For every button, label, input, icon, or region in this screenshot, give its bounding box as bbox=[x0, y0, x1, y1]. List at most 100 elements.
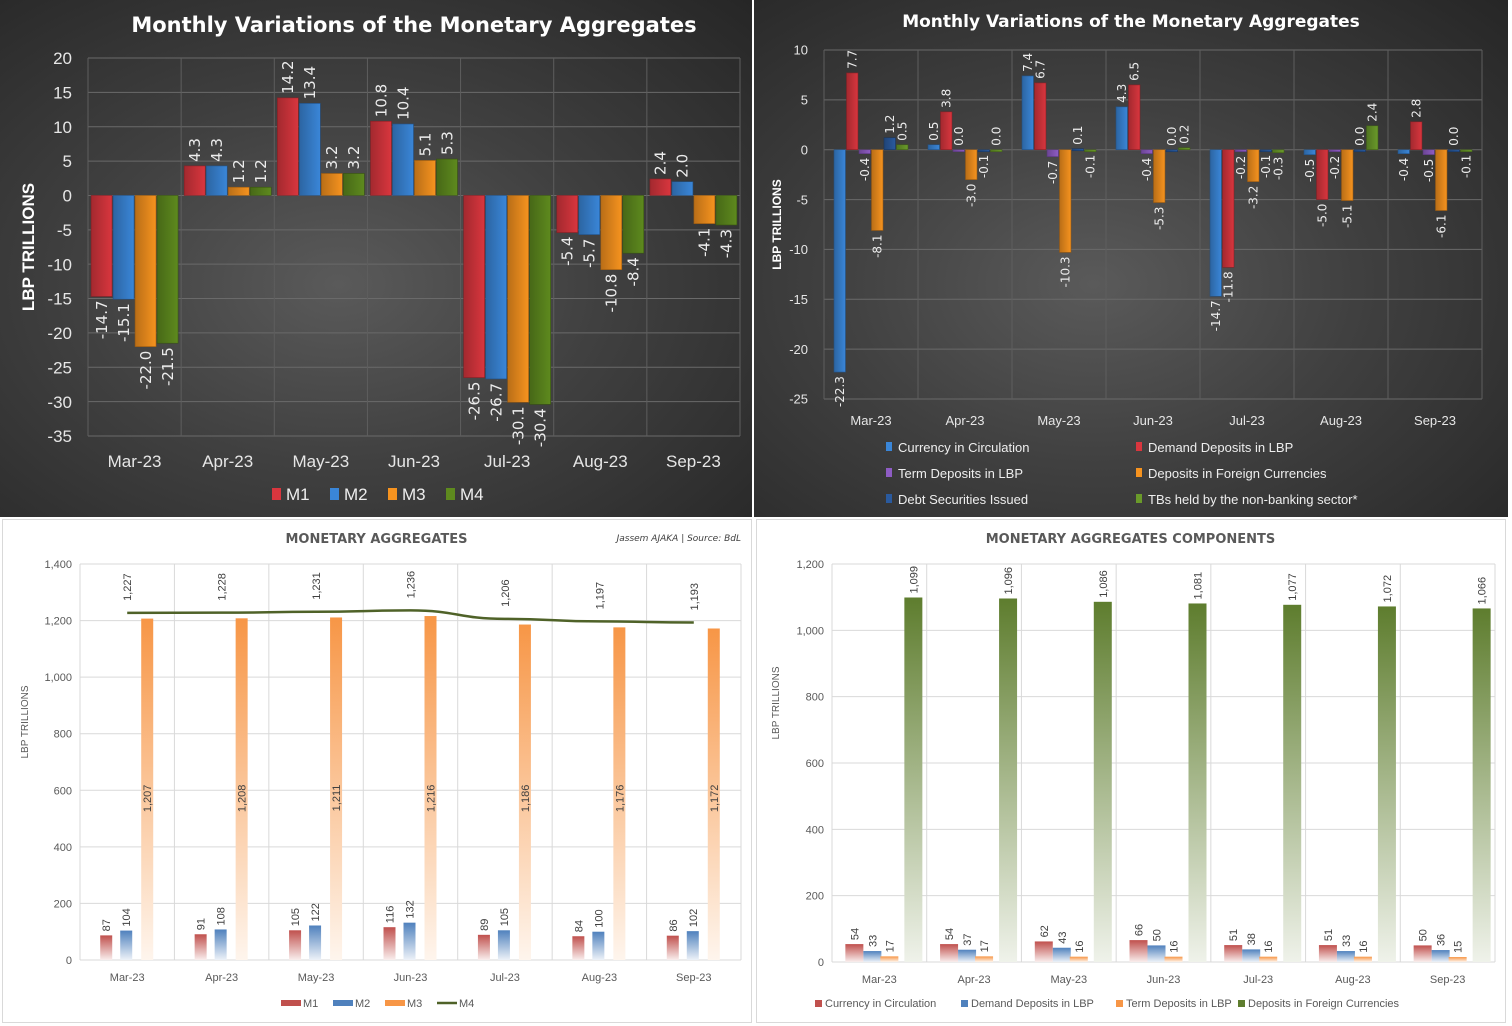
bar-m3 bbox=[600, 195, 623, 270]
data-label: 4.3 bbox=[1115, 84, 1129, 103]
x-tick-label: Apr-23 bbox=[945, 413, 984, 428]
bar-tbs-held-by-the-non-banking-sector bbox=[1178, 147, 1191, 151]
data-label: 17 bbox=[979, 940, 991, 952]
data-label: 50 bbox=[1152, 929, 1164, 941]
bar-m1 bbox=[649, 178, 672, 196]
bar-currency-in-circulation bbox=[1034, 941, 1053, 962]
bar-term-deposits-in-lbp bbox=[1069, 956, 1088, 962]
data-label: 1,096 bbox=[1003, 567, 1015, 595]
data-label: 1,186 bbox=[520, 785, 532, 813]
bar-m1 bbox=[556, 195, 579, 233]
data-label: -10.8 bbox=[603, 274, 621, 313]
y-tick-label: 600 bbox=[806, 758, 824, 770]
legend-swatch-m2 bbox=[330, 488, 339, 500]
data-label: 16 bbox=[1263, 940, 1275, 952]
bar-currency-in-circulation bbox=[1318, 945, 1337, 962]
data-label: 1,197 bbox=[594, 582, 606, 610]
bar-deposits-in-foreign-currencies bbox=[1188, 603, 1207, 962]
legend-label-m3: M3 bbox=[407, 998, 422, 1010]
legend-label-tbs-held-by-the-non-banking-sector: TBs held by the non-banking sector* bbox=[1148, 492, 1358, 507]
data-label: 1,208 bbox=[237, 785, 249, 813]
x-tick-label: May-23 bbox=[293, 452, 350, 471]
bar-currency-in-circulation bbox=[845, 944, 864, 962]
data-label: -0.2 bbox=[1328, 156, 1342, 179]
y-tick-label: -25 bbox=[47, 358, 72, 377]
legend-label-m3: M3 bbox=[402, 485, 426, 504]
data-label: 105 bbox=[290, 908, 302, 926]
data-label: -11.8 bbox=[1221, 271, 1235, 302]
y-tick-label: 1,400 bbox=[44, 559, 72, 571]
bar-m1 bbox=[383, 927, 396, 960]
data-label: -0.4 bbox=[858, 158, 872, 181]
x-tick-label: Mar-23 bbox=[110, 972, 145, 984]
data-label: -5.0 bbox=[1315, 204, 1329, 227]
data-label: -6.1 bbox=[1434, 215, 1448, 238]
bar-m3 bbox=[330, 617, 343, 960]
bar-deposits-in-foreign-currencies bbox=[965, 149, 978, 180]
y-tick-label: -10 bbox=[789, 242, 808, 257]
data-label: 1,211 bbox=[331, 785, 343, 812]
data-label: 1,236 bbox=[406, 571, 418, 599]
x-tick-label: Aug-23 bbox=[1335, 974, 1370, 986]
data-label: -0.2 bbox=[1234, 156, 1248, 179]
bar-term-deposits-in-lbp bbox=[880, 956, 899, 962]
bar-term-deposits-in-lbp bbox=[1448, 957, 1467, 962]
chart-title: MONETARY AGGREGATES COMPONENTS bbox=[986, 532, 1276, 547]
legend-label-demand-deposits-in-lbp: Demand Deposits in LBP bbox=[1148, 440, 1293, 455]
bar-term-deposits-in-lbp bbox=[1234, 149, 1247, 153]
bar-deposits-in-foreign-currencies bbox=[1247, 149, 1260, 182]
legend-swatch-m1 bbox=[281, 1000, 301, 1006]
data-label: -0.7 bbox=[1046, 161, 1060, 184]
bar-m2 bbox=[497, 930, 510, 960]
y-tick-label: 15 bbox=[53, 83, 72, 102]
y-tick-label: 20 bbox=[53, 49, 72, 68]
bar-m2 bbox=[392, 123, 414, 196]
x-tick-label: Jul-23 bbox=[1229, 413, 1264, 428]
data-label: 105 bbox=[499, 908, 511, 926]
bar-m3 bbox=[507, 195, 529, 403]
x-tick-label: Mar-23 bbox=[862, 974, 897, 986]
x-tick-label: Aug-23 bbox=[582, 972, 617, 984]
bar-m2 bbox=[214, 929, 227, 960]
data-label: 0.2 bbox=[1177, 125, 1191, 144]
y-tick-label: 200 bbox=[54, 898, 72, 910]
y-axis-label: LBP TRILLIONS bbox=[770, 179, 784, 269]
bar-m3 bbox=[414, 160, 436, 196]
bar-tbs-held-by-the-non-banking-sector bbox=[1460, 149, 1473, 153]
y-tick-label: 200 bbox=[806, 891, 824, 903]
data-label: 2.8 bbox=[1409, 99, 1423, 118]
legend-label-m1: M1 bbox=[303, 998, 318, 1010]
data-label: 10.4 bbox=[394, 87, 412, 120]
legend-swatch-tbs-held-by-the-non-banking-sector bbox=[1136, 494, 1142, 503]
y-axis-label: LBP TRILLIONS bbox=[771, 666, 782, 739]
y-tick-label: 0 bbox=[801, 142, 808, 157]
data-label: 50 bbox=[1418, 929, 1430, 941]
y-axis-label: LBP TRILLIONS bbox=[19, 183, 38, 311]
data-label: 1,227 bbox=[122, 573, 134, 601]
x-tick-label: Mar-23 bbox=[108, 452, 162, 471]
data-label: 6.5 bbox=[1127, 62, 1141, 81]
data-label: -22.3 bbox=[833, 376, 847, 407]
bar-debt-securities-issued bbox=[1071, 148, 1084, 152]
bar-m1 bbox=[183, 165, 206, 196]
x-tick-label: Jun-23 bbox=[388, 452, 440, 471]
data-label: -4.3 bbox=[718, 229, 736, 258]
x-tick-label: Mar-23 bbox=[850, 413, 891, 428]
data-label: 37 bbox=[962, 933, 974, 945]
bar-debt-securities-issued bbox=[1353, 149, 1366, 153]
bar-m3 bbox=[321, 173, 343, 196]
legend-label-deposits-in-foreign-currencies: Deposits in Foreign Currencies bbox=[1148, 466, 1327, 481]
bar-debt-securities-issued bbox=[883, 137, 896, 151]
y-tick-label: 800 bbox=[54, 729, 72, 741]
y-tick-label: -20 bbox=[789, 342, 808, 357]
legend-label-m4: M4 bbox=[459, 998, 474, 1010]
legend-swatch-m3 bbox=[388, 488, 397, 500]
data-label: 1,099 bbox=[908, 566, 920, 594]
data-label: -8.1 bbox=[870, 234, 884, 257]
data-label: 86 bbox=[668, 919, 680, 931]
data-label: 4.3 bbox=[186, 138, 204, 162]
data-label: -5.1 bbox=[1340, 205, 1354, 228]
chart-variations-components-svg: Monthly Variations of the Monetary Aggre… bbox=[770, 12, 1483, 507]
y-tick-label: -25 bbox=[789, 392, 808, 407]
legend-swatch-term-deposits-in-lbp bbox=[1116, 1000, 1123, 1007]
